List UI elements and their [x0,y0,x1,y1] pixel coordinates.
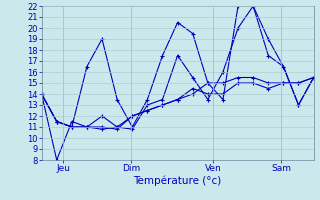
X-axis label: Température (°c): Température (°c) [133,176,222,186]
